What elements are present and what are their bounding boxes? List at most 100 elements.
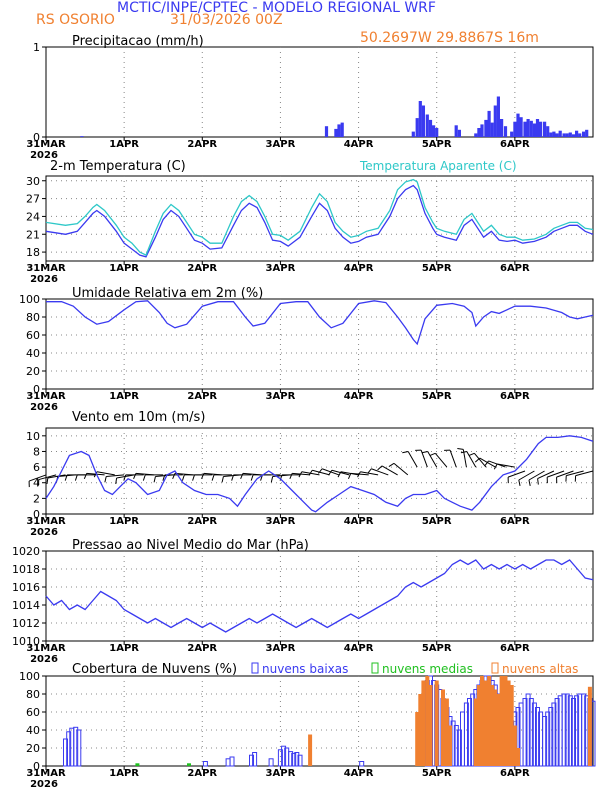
precip-bar	[411, 131, 415, 137]
wind-barb	[357, 471, 379, 478]
precip-frame	[45, 46, 594, 138]
wind-barb-feather	[289, 473, 293, 480]
wind-barb-feather	[357, 471, 361, 478]
clouds-bar	[548, 707, 554, 767]
precip-bar	[432, 125, 436, 137]
wind-xtick-label: 2APR	[187, 516, 217, 527]
wind-barb-shaft	[360, 471, 379, 476]
precip-bar	[496, 96, 500, 137]
precip-bar	[334, 128, 338, 137]
precip-bar	[337, 124, 341, 137]
wind-ytick-label: 6	[33, 461, 40, 474]
wind-barb	[28, 474, 47, 488]
wind-barb	[201, 472, 222, 480]
wind-barb-feather	[308, 469, 313, 476]
humidity-ytick-label: 40	[26, 347, 40, 360]
wind-barb-feather	[250, 474, 254, 481]
station-coordinates: 50.2697W 29.8867S 16m	[360, 30, 539, 46]
wind-barb	[367, 468, 389, 476]
humidity-xtick-label: 6APR	[500, 391, 530, 402]
humidity-xtick-label: 5APR	[422, 391, 452, 402]
precip-bar	[428, 119, 433, 137]
wind-barb-feather	[83, 473, 88, 480]
wind-barb-feather	[133, 473, 137, 480]
temp-xtick-label: 31MAR	[26, 263, 66, 274]
wind-xtick-label: 4APR	[344, 516, 374, 527]
wind-barb-shaft	[556, 470, 574, 478]
clouds-xtick-label: 6APR	[500, 768, 530, 779]
humidity-xtick-label: 31MAR	[26, 391, 66, 402]
clouds-bar	[418, 694, 423, 766]
clouds-bar	[522, 698, 528, 767]
clouds-frame	[45, 675, 594, 767]
clouds-bar	[249, 754, 254, 767]
clouds-legend-swatch	[371, 662, 379, 674]
humidity-xtick-label: 2APR	[187, 391, 217, 402]
wind-barb-feather	[231, 474, 234, 481]
wind-barb-shaft	[473, 452, 487, 468]
wind-barb-feather	[518, 479, 521, 486]
wind-xtick-label: 3APR	[266, 516, 296, 527]
precip-bar	[578, 133, 582, 137]
precip-bar	[340, 122, 344, 137]
clouds-bar	[308, 734, 313, 766]
clouds-ytick-label: 20	[26, 742, 40, 755]
pressure-year-label: 2026	[30, 654, 58, 665]
wind-ytick-label: 2	[33, 492, 40, 505]
wind-barb	[565, 470, 584, 482]
wind-barb-feather	[318, 468, 323, 474]
wind-barb-shaft	[47, 474, 66, 479]
wind-barb	[518, 470, 535, 486]
clouds-xtick-label: 1APR	[109, 768, 139, 779]
wind-barb	[556, 470, 574, 484]
wind-barb-feather	[429, 452, 436, 457]
clouds-bar	[531, 702, 537, 767]
precip-bar	[546, 126, 550, 137]
wind-barb-feather	[162, 474, 166, 481]
clouds-bar	[483, 680, 488, 766]
wind-series-line-0	[45, 435, 594, 513]
precip-bar	[558, 130, 562, 137]
clouds-xtick-label: 31MAR	[26, 768, 66, 779]
wind-barb-feather	[192, 474, 195, 481]
temp-xtick-label: 1APR	[109, 263, 139, 274]
clouds-bar	[487, 676, 492, 766]
humidity-ytick-label: 0	[33, 383, 40, 396]
wind-barb-shaft	[381, 465, 398, 476]
clouds-bar	[516, 748, 520, 766]
pressure-xtick-label: 31MAR	[26, 643, 66, 654]
wind-barb-feather	[457, 448, 464, 450]
humidity-xtick-label: 1APR	[109, 391, 139, 402]
clouds-bar	[66, 731, 72, 767]
humidity-frame	[45, 298, 594, 390]
wind-barb-feather	[474, 457, 481, 463]
precip-xtick-label: 3APR	[266, 139, 296, 150]
clouds-bar	[574, 695, 580, 767]
wind-xtick-label: 5APR	[422, 516, 452, 527]
pressure-ytick-label: 1010	[12, 635, 40, 648]
wind-barb	[347, 472, 369, 480]
wind-barb-shaft	[547, 470, 565, 478]
wind-barb-shaft	[340, 471, 359, 476]
precip-bar	[532, 123, 536, 137]
wind-barb	[211, 474, 232, 481]
wind-barb-feather	[388, 462, 395, 467]
clouds-bar	[581, 693, 587, 767]
wind-barb-feather	[537, 478, 539, 485]
clouds-ytick-label: 60	[26, 706, 40, 719]
precip-bar	[477, 128, 481, 137]
pressure-series-line-0	[45, 559, 594, 633]
wind-barb	[37, 474, 57, 486]
clouds-bar	[252, 752, 258, 767]
clouds-xtick-label: 4APR	[344, 768, 374, 779]
wind-barb	[308, 469, 330, 476]
precip-bar	[474, 133, 478, 137]
precip-bar	[552, 131, 556, 137]
wind-barb-feather	[64, 474, 68, 481]
wind-barb	[402, 451, 418, 468]
humidity-series-line-0	[46, 300, 594, 346]
clouds-bar	[135, 763, 140, 766]
wind-barb	[507, 470, 526, 484]
wind-barb-shaft	[350, 472, 369, 476]
